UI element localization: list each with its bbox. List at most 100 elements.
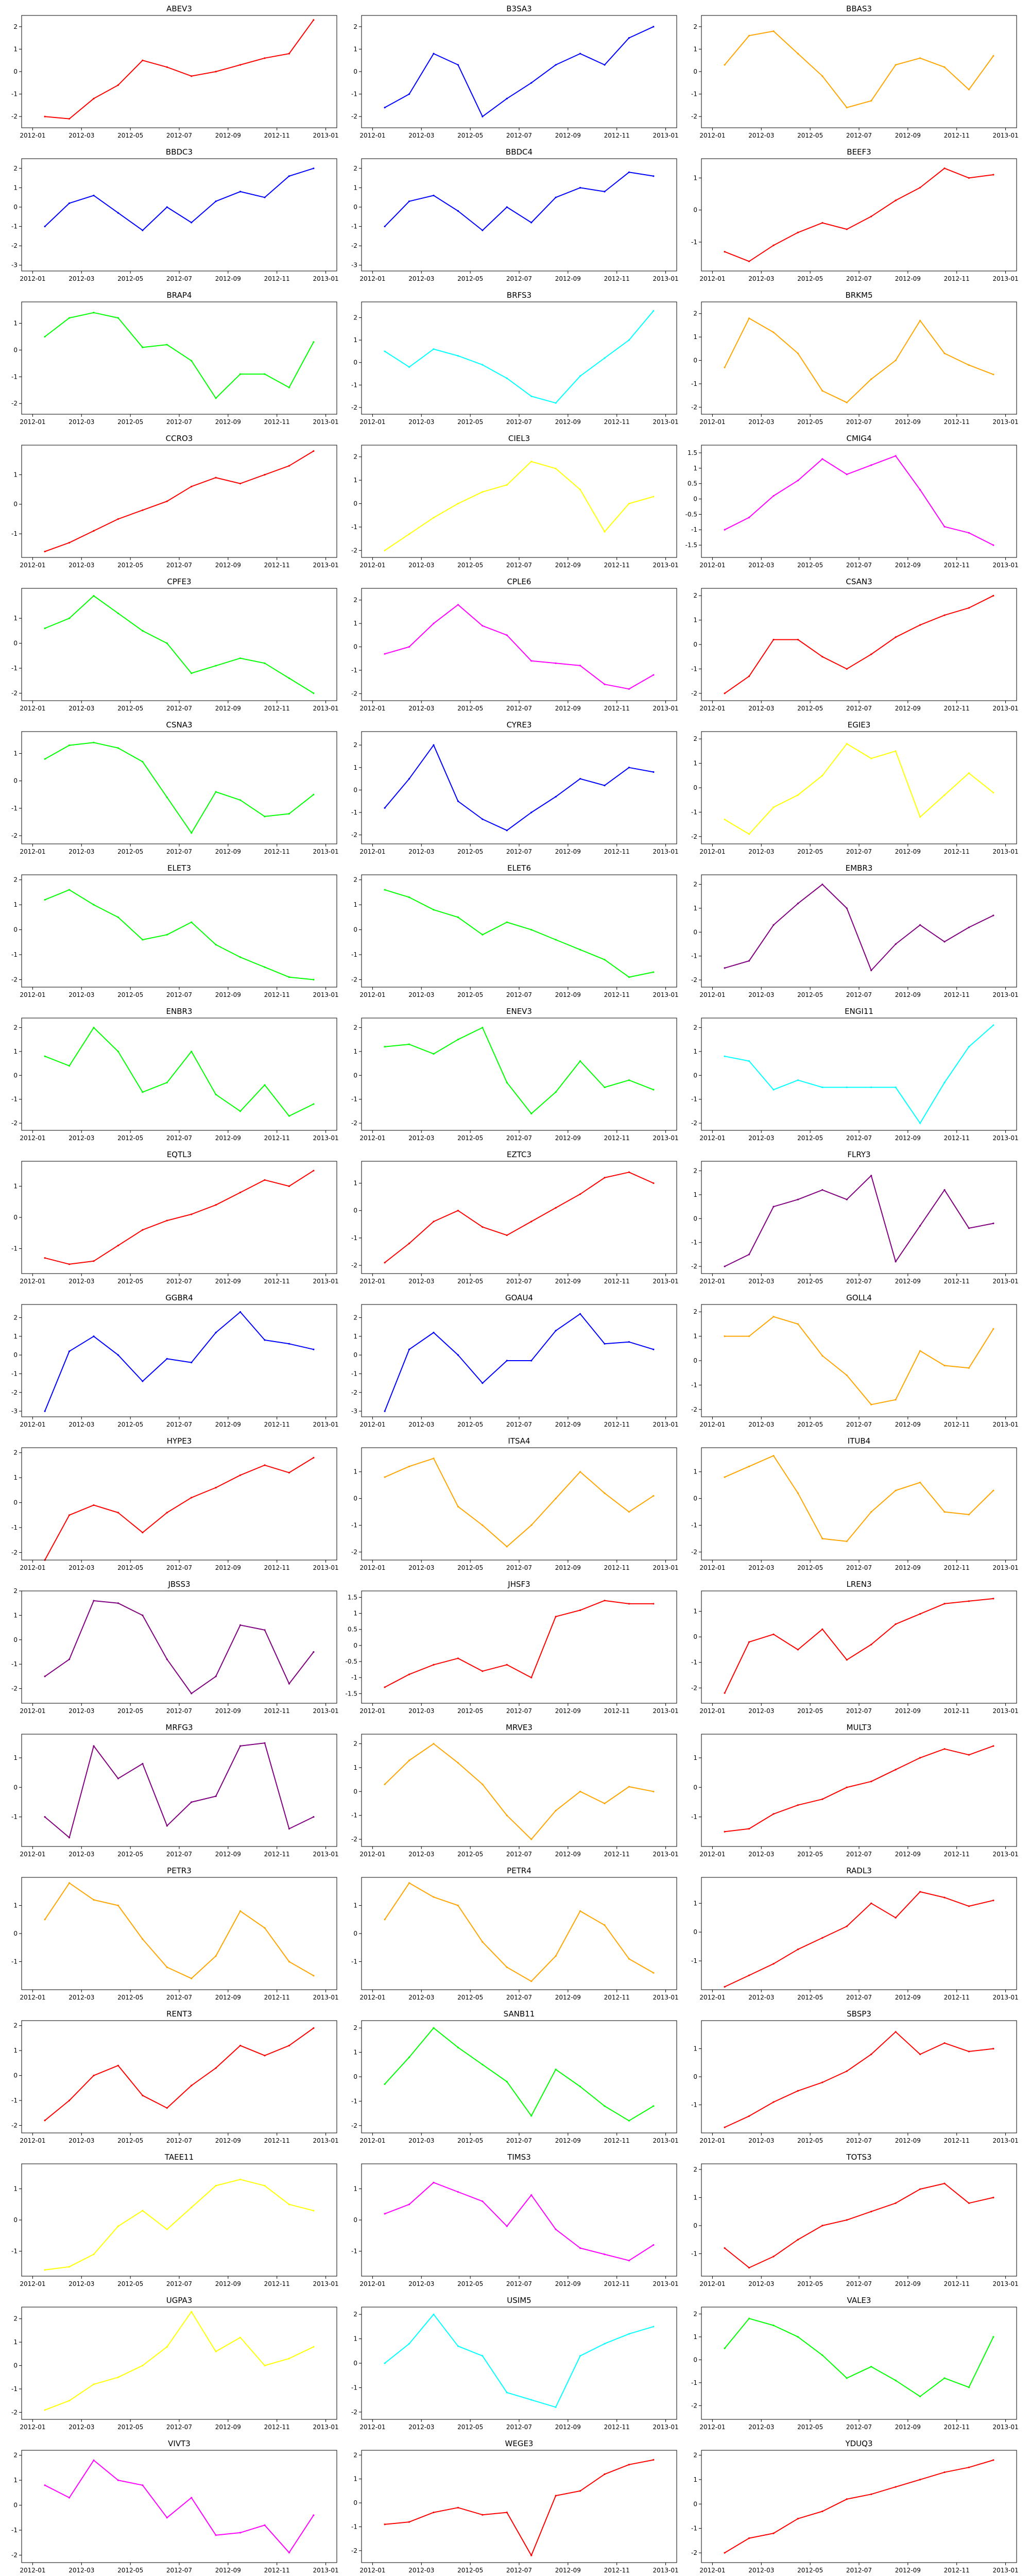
- data-point: [288, 465, 290, 467]
- panel-title: CSNA3: [166, 720, 192, 730]
- data-point: [264, 1742, 266, 1744]
- data-point: [653, 771, 655, 773]
- x-tick-label: 2012-03: [748, 2424, 774, 2431]
- data-point: [68, 2497, 71, 2499]
- data-point: [992, 374, 994, 376]
- axes-frame: [361, 301, 677, 415]
- x-tick-label: 2012-03: [68, 2567, 94, 2574]
- x-tick-label: 2013-01: [313, 1564, 339, 1571]
- x-tick-label: 2013-01: [313, 848, 339, 855]
- data-point: [555, 2069, 557, 2071]
- x-tick-label: 2012-07: [506, 562, 532, 569]
- x-tick-label: 2013-01: [313, 991, 339, 998]
- data-point: [191, 1213, 193, 1215]
- data-point: [44, 225, 46, 228]
- data-point: [579, 665, 581, 667]
- x-tick-label: 2012-07: [846, 1134, 872, 1142]
- x-tick-label: 2012-03: [748, 991, 774, 998]
- y-tick-label: -0.5: [346, 1658, 357, 1665]
- data-point: [117, 612, 119, 615]
- x-tick-label: 2012-03: [408, 2137, 434, 2144]
- data-point: [846, 1659, 848, 1661]
- y-tick-label: 0: [353, 926, 357, 934]
- data-point: [530, 1676, 533, 1679]
- data-point: [870, 653, 872, 655]
- data-point: [457, 1505, 459, 1507]
- x-tick-label: 2012-09: [555, 2137, 581, 2144]
- panel-title: ABEV3: [166, 4, 192, 13]
- data-point: [943, 2377, 946, 2379]
- data-point: [288, 53, 290, 55]
- data-point: [482, 115, 484, 117]
- panel-eqtl3: EQTL3 -1 0 1 2012-01 2012-03 2012-05 2012-07 201…: [11, 1150, 339, 1285]
- x-tick-label: 2012-05: [117, 1994, 143, 2001]
- data-point: [653, 1790, 655, 1792]
- data-point: [264, 196, 266, 198]
- x-tick-label: 2012-09: [555, 705, 581, 712]
- y-tick-label: 0: [693, 496, 697, 503]
- x-tick-label: 2012-09: [215, 2567, 241, 2574]
- y-tick-label: 2: [693, 1308, 697, 1315]
- x-tick-label: 2012-05: [117, 2424, 143, 2431]
- data-point: [166, 1512, 168, 1514]
- y-tick-label: 0: [353, 68, 357, 75]
- data-point: [166, 1966, 168, 1968]
- x-tick-label: 2013-01: [653, 2280, 679, 2287]
- x-tick-label: 2012-07: [846, 275, 872, 282]
- data-point: [653, 26, 655, 28]
- x-tick-label: 2012-01: [20, 1851, 45, 1858]
- x-tick-label: 2013-01: [653, 2424, 679, 2431]
- data-point: [724, 1831, 726, 1833]
- data-point: [68, 1350, 71, 1352]
- data-point: [166, 500, 168, 502]
- data-point: [748, 1335, 750, 1337]
- data-point: [239, 657, 242, 659]
- data-point: [579, 53, 581, 55]
- y-tick-label: 0: [13, 1351, 18, 1359]
- data-point: [968, 2386, 970, 2388]
- y-tick-label: 1: [693, 1468, 697, 1476]
- y-tick-label: -2: [351, 1389, 357, 1396]
- y-tick-label: 0: [13, 1214, 18, 1221]
- data-point: [968, 89, 970, 91]
- y-tick-label: 2: [353, 453, 357, 461]
- data-point: [797, 903, 799, 905]
- x-tick-label: 2012-03: [408, 2567, 434, 2574]
- x-tick-label: 2012-09: [895, 2280, 921, 2287]
- series-line: [724, 1745, 994, 1833]
- data-point: [166, 796, 168, 799]
- x-tick-label: 2012-11: [604, 132, 630, 139]
- data-point: [604, 1492, 606, 1494]
- data-point: [433, 2181, 435, 2183]
- data-point: [772, 30, 775, 32]
- data-point: [482, 2355, 484, 2357]
- axes-frame: [361, 874, 677, 988]
- y-tick-label: -2: [351, 1548, 357, 1555]
- data-point: [579, 488, 581, 490]
- x-tick-label: 2012-07: [166, 705, 192, 712]
- y-tick-label: 1: [13, 750, 18, 757]
- data-point: [191, 1497, 193, 1499]
- series-line: [44, 1457, 314, 1561]
- data-point: [191, 672, 193, 674]
- data-point: [239, 2178, 242, 2180]
- data-point: [943, 352, 946, 354]
- data-point: [653, 1348, 655, 1350]
- data-point: [724, 2126, 726, 2128]
- x-tick-label: 2012-07: [506, 1994, 532, 2001]
- data-point: [457, 604, 459, 606]
- x-tick-label: 2012-05: [457, 1707, 483, 1715]
- panel-csan3: CSAN3 -2 -1 0 1 2 2012-01 2012-03 2012-05 2012-07…: [691, 577, 1019, 712]
- data-point: [772, 638, 775, 641]
- y-tick-label: 0: [13, 204, 18, 211]
- data-point: [313, 1348, 315, 1350]
- axes-frame: [21, 2307, 337, 2420]
- y-tick-label: -1: [11, 1958, 18, 1965]
- y-tick-label: 1: [353, 1764, 357, 1771]
- x-tick-label: 2013-01: [653, 1134, 679, 1142]
- x-tick-label: 2013-01: [993, 2424, 1019, 2431]
- y-tick-label: 0: [13, 2362, 18, 2369]
- data-point: [797, 2239, 799, 2241]
- x-tick-label: 2012-11: [264, 2424, 290, 2431]
- data-point: [748, 2115, 750, 2117]
